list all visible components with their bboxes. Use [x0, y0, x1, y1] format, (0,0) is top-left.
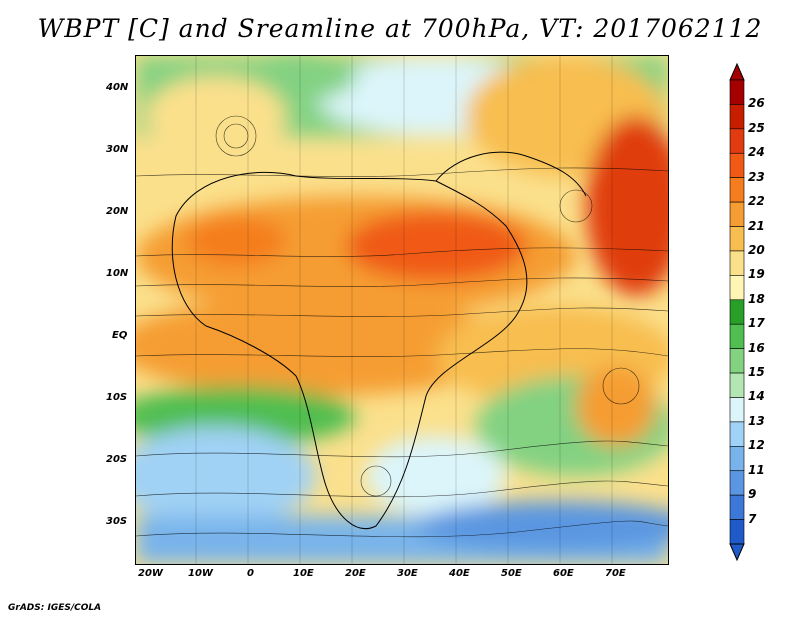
- colorbar-swatch: [729, 446, 745, 472]
- colorbar-top-arrow: [729, 62, 745, 81]
- colorbar-swatch: [729, 519, 745, 545]
- y-tick-30n: 30N: [106, 144, 129, 155]
- x-tick-0: 0: [247, 568, 254, 579]
- map-canvas: [136, 56, 668, 564]
- colorbar-label: 18: [748, 291, 765, 306]
- colorbar-swatch: [729, 275, 745, 301]
- coastlines: [171, 151, 587, 530]
- colorbar-swatch: [729, 397, 745, 423]
- x-tick-10e: 10E: [293, 568, 314, 579]
- colorbar-label: 21: [748, 218, 765, 233]
- colorbar-label: 13: [748, 413, 765, 428]
- colorbar-label: 25: [748, 120, 765, 135]
- colorbar-swatch: [729, 421, 745, 447]
- colorbar-label: 9: [748, 487, 757, 502]
- colorbar-label: 12: [748, 438, 765, 453]
- grid: [195, 56, 613, 564]
- colorbar-swatch: [729, 79, 745, 105]
- map-title: WBPT [C] and Sreamline at 700hPa, VT: 20…: [37, 14, 763, 43]
- credit-label: GrADS: IGES/COLA: [8, 603, 102, 613]
- temperature-field: [136, 56, 668, 564]
- y-tick-20n: 20N: [106, 206, 129, 217]
- colorbar-label: 23: [748, 169, 765, 184]
- colorbar-swatch: [729, 201, 745, 227]
- colorbar-label: 16: [748, 340, 765, 355]
- x-tick-20e: 20E: [345, 568, 366, 579]
- colorbar-label: 15: [748, 365, 765, 380]
- colorbar-swatch: [729, 152, 745, 178]
- y-tick-40n: 40N: [106, 82, 129, 93]
- colorbar-label: 26: [748, 96, 765, 111]
- colorbar-label: 14: [748, 389, 765, 404]
- x-tick-60e: 60E: [553, 568, 574, 579]
- x-tick-40e: 40E: [449, 568, 470, 579]
- map-panel: [135, 55, 669, 565]
- colorbar-swatch: [729, 177, 745, 203]
- colorbar-swatch: [729, 372, 745, 398]
- colorbar: [729, 62, 745, 562]
- colorbar-label: 24: [748, 145, 765, 160]
- colorbar-swatch: [729, 226, 745, 252]
- colorbar-swatch: [729, 348, 745, 374]
- colorbar-bottom-arrow: [729, 543, 745, 562]
- colorbar-label: 7: [748, 511, 757, 526]
- x-tick-30e: 30E: [397, 568, 418, 579]
- x-tick-50e: 50E: [501, 568, 522, 579]
- colorbar-swatch: [729, 323, 745, 349]
- y-tick-20s: 20S: [106, 454, 128, 465]
- y-tick-10n: 10N: [106, 268, 129, 279]
- colorbar-swatch: [729, 470, 745, 496]
- colorbar-label: 17: [748, 316, 765, 331]
- colorbar-swatch: [729, 299, 745, 325]
- colorbar-label: 19: [748, 267, 765, 282]
- x-tick-10w: 10W: [188, 568, 213, 579]
- y-tick-10s: 10S: [106, 392, 128, 403]
- colorbar-swatch: [729, 250, 745, 276]
- streamlines: [136, 115, 668, 538]
- y-tick-30s: 30S: [106, 516, 128, 527]
- colorbar-swatch: [729, 128, 745, 154]
- colorbar-label: 20: [748, 242, 765, 257]
- y-tick-eq: EQ: [112, 330, 128, 341]
- colorbar-label: 22: [748, 194, 765, 209]
- x-tick-70e: 70E: [605, 568, 626, 579]
- colorbar-label: 11: [748, 462, 765, 477]
- x-tick-20w: 20W: [138, 568, 163, 579]
- colorbar-swatch: [729, 494, 745, 520]
- colorbar-swatch: [729, 104, 745, 130]
